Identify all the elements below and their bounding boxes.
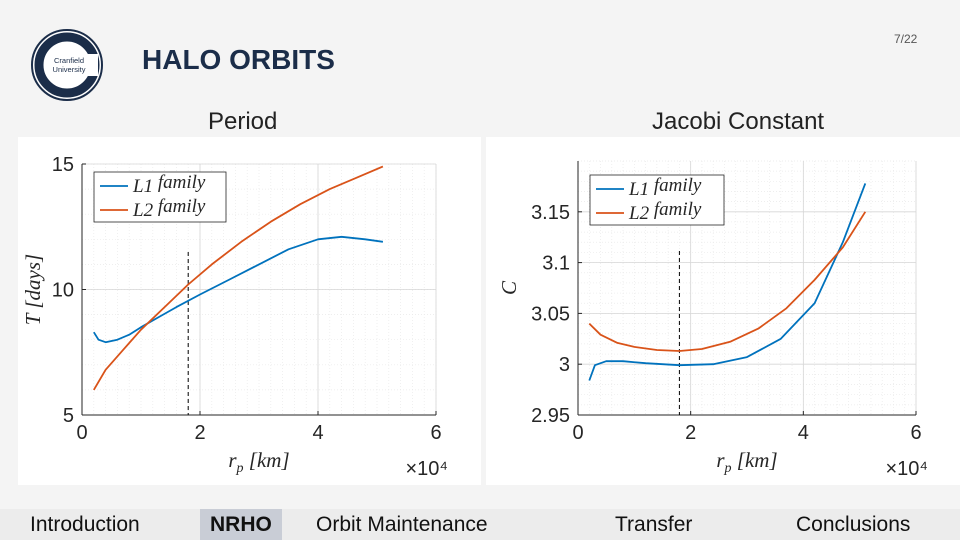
x-tick-label: 4 bbox=[312, 422, 323, 444]
cranfield-logo: Cranfield University bbox=[30, 28, 104, 102]
jacobi-chart-title: Jacobi Constant bbox=[652, 108, 825, 135]
y-tick-label: 3.15 bbox=[531, 202, 570, 224]
y-axis-label: T [days] bbox=[21, 254, 45, 325]
svg-text:Cranfield: Cranfield bbox=[54, 56, 84, 65]
x-tick-label: 6 bbox=[910, 422, 921, 444]
nav-conclusions[interactable]: Conclusions bbox=[796, 513, 911, 536]
jacobi-chart: 0 2 4 6 2.95 3 3.05 3.1 3.15 L1 family L2 family rp… bbox=[486, 137, 960, 485]
period-chart-title: Period bbox=[208, 108, 278, 135]
series-line-1 bbox=[93, 235, 384, 344]
x-tick-label: 0 bbox=[76, 422, 87, 444]
y-axis-label: C bbox=[497, 280, 521, 295]
x-tick-label: 6 bbox=[430, 422, 441, 444]
nav-introduction[interactable]: Introduction bbox=[30, 513, 140, 536]
x-tick-label: 2 bbox=[685, 422, 696, 444]
svg-text:University: University bbox=[53, 65, 86, 74]
y-tick-label: 2.95 bbox=[531, 405, 570, 427]
y-tick-label: 3.05 bbox=[531, 303, 570, 325]
series-line-1 bbox=[588, 183, 867, 381]
x-axis-label: rp [km] bbox=[716, 448, 777, 476]
page-number: 7/22 bbox=[894, 32, 918, 46]
nav-nrho[interactable]: NRHO bbox=[200, 509, 282, 540]
period-chart: 0 2 4 6 5 10 15 L1 family L2 family rp [km] ×10⁴ T … bbox=[18, 137, 481, 485]
y-tick-label: 3 bbox=[559, 354, 570, 376]
y-tick-label: 15 bbox=[52, 154, 74, 176]
y-tick-label: 3.1 bbox=[542, 253, 570, 275]
x-multiplier: ×10⁴ bbox=[405, 458, 448, 480]
legend-box bbox=[589, 174, 725, 226]
series-line-2 bbox=[588, 211, 867, 352]
series-line-2 bbox=[93, 165, 384, 391]
x-axis-label: rp [km] bbox=[228, 448, 289, 476]
x-tick-label: 0 bbox=[572, 422, 583, 444]
x-multiplier: ×10⁴ bbox=[885, 458, 928, 480]
bottom-navigation: Introduction NRHO Orbit Maintenance Tran… bbox=[0, 509, 960, 540]
legend-label: L2 family bbox=[132, 196, 206, 221]
legend-label: L2 family bbox=[628, 199, 702, 224]
y-tick-label: 10 bbox=[52, 280, 74, 302]
nav-orbit-maintenance[interactable]: Orbit Maintenance bbox=[316, 513, 488, 536]
nav-transfer[interactable]: Transfer bbox=[615, 513, 693, 536]
x-tick-label: 4 bbox=[798, 422, 809, 444]
legend-label: L1 family bbox=[132, 172, 206, 197]
page-title: HALO ORBITS bbox=[142, 44, 335, 75]
legend-box bbox=[93, 171, 227, 223]
x-tick-label: 2 bbox=[194, 422, 205, 444]
y-tick-label: 5 bbox=[63, 405, 74, 427]
legend-label: L1 family bbox=[628, 175, 702, 200]
